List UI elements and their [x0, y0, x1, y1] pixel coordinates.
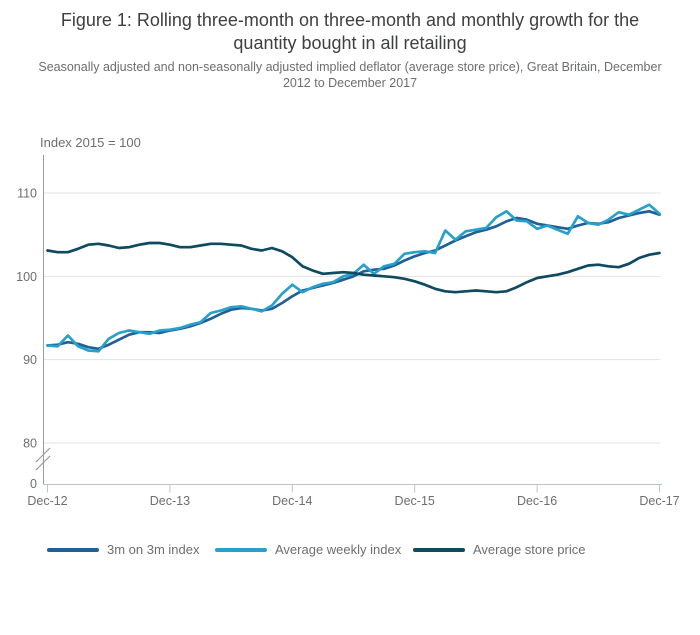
x-tick-label: Dec-14 [272, 494, 312, 508]
x-tick-label: Dec-17 [639, 494, 679, 508]
legend-swatch-average-weekly-index [215, 547, 267, 552]
axis-break-mark [35, 447, 51, 463]
x-tick-label: Dec-13 [150, 494, 190, 508]
figure-title-text: Figure 1: Rolling three-month on three-m… [60, 10, 640, 53]
series-line-3m-on-3m-index [46, 209, 661, 351]
figure-subtitle: Seasonally adjusted and non-seasonally a… [0, 59, 700, 91]
y-tick-label: 90 [23, 353, 37, 367]
legend-item-3m-on-3m-index[interactable]: 3m on 3m index [47, 542, 200, 557]
series-line-average-weekly-index [46, 203, 661, 353]
legend-swatch-average-store-price [413, 547, 465, 552]
legend-swatch-3m-on-3m-index [47, 547, 99, 552]
axis-break-mark [35, 455, 51, 471]
legend-label-average-store-price: Average store price [473, 542, 586, 557]
figure-subtitle-text: Seasonally adjusted and non-seasonally a… [38, 60, 662, 90]
series-line-average-store-price [46, 241, 661, 294]
legend-label-3m-on-3m-index: 3m on 3m index [107, 542, 200, 557]
x-tick-label: Dec-12 [27, 494, 67, 508]
y-tick-label: 110 [17, 187, 37, 201]
x-tick-label: Dec-16 [517, 494, 557, 508]
legend-item-average-store-price[interactable]: Average store price [413, 542, 586, 557]
x-tick-label: Dec-15 [395, 494, 435, 508]
legend-item-average-weekly-index[interactable]: Average weekly index [215, 542, 401, 557]
figure-title: Figure 1: Rolling three-month on three-m… [0, 9, 700, 55]
axis-unit-label: Index 2015 = 100 [40, 135, 141, 150]
y-tick-label: 80 [23, 436, 37, 450]
legend-label-average-weekly-index: Average weekly index [275, 542, 402, 557]
y-tick-label: 100 [16, 270, 37, 284]
y-tick-label-zero: 0 [30, 477, 37, 491]
